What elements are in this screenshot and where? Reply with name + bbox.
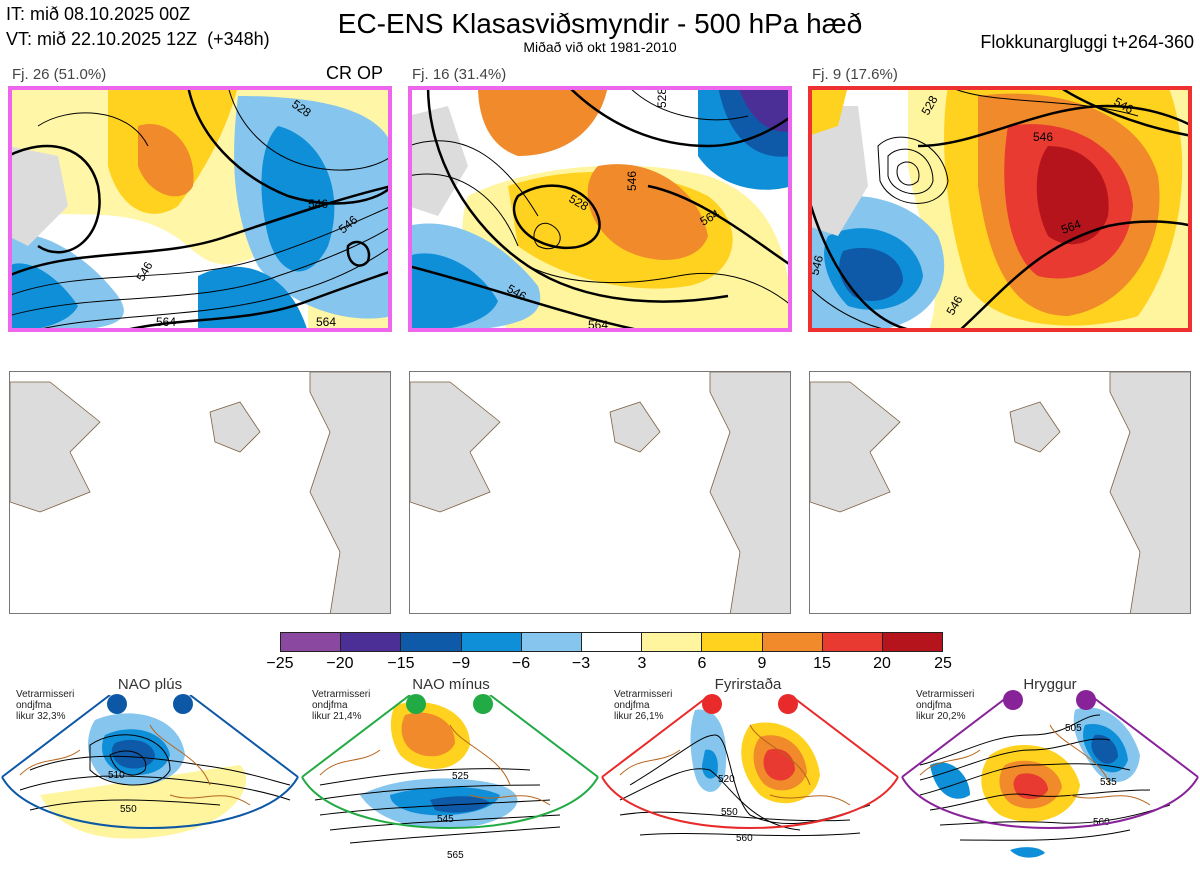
cluster-1-frame	[8, 86, 392, 332]
cluster-2-svg: 528 528 546 546 564 564	[408, 86, 792, 332]
cluster-1-contour-label: 564	[316, 315, 336, 329]
colorbar-tick: −15	[387, 655, 415, 672]
cluster-1-svg: 528 546 546 546 564 564	[8, 86, 392, 332]
regime-3-outline	[601, 694, 899, 829]
colorbar-segment	[461, 633, 522, 651]
chart-title: EC-ENS Klasasviðsmyndir - 500 hPa hæð	[337, 8, 863, 39]
regime-1-contour-label: 550	[120, 804, 137, 815]
colorbar-segment	[762, 633, 823, 651]
colorbar-tick: −6	[511, 655, 531, 672]
regime-map-hryggur: 505 535 560	[900, 694, 1200, 871]
regime-info: Vetrarmisseri ondjfma likur 32,3%	[16, 689, 75, 722]
regime-marker	[1003, 690, 1023, 710]
regime-marker	[778, 694, 798, 714]
colorbar-tick: 6	[697, 655, 707, 672]
regime-map-nao-minus: 525 545 565	[300, 694, 600, 871]
regime-4-contour-label: 560	[1093, 817, 1110, 828]
cluster-2-label: Fj. 16 (31.4%)	[412, 66, 507, 83]
chart-subtitle: Miðað við okt 1981-2010	[523, 39, 677, 55]
regime-info: Vetrarmisseri ondjfma likur 21,4%	[312, 689, 371, 722]
regime-4-outline	[901, 694, 1199, 829]
cluster-1-contour-label: 546	[308, 197, 328, 211]
cluster-3-contour-label: 546	[1033, 130, 1053, 144]
regime-map-fyrirstada: 520 550 560	[600, 694, 900, 871]
cluster-3-contour-label: 564	[1059, 217, 1083, 237]
regime-4-contour-label: 505	[1065, 723, 1082, 734]
regime-3-contour-label: 560	[736, 833, 753, 844]
colorbar-segment	[882, 633, 943, 651]
regime-marker	[107, 694, 127, 714]
initial-time: IT: mið 08.10.2025 00Z	[6, 4, 191, 24]
regime-3-contour-label: 520	[718, 774, 735, 785]
colorbar-tick: −20	[326, 655, 354, 672]
regime-2-contour-label: 525	[452, 771, 469, 782]
regime-title: Hryggur	[1023, 676, 1077, 693]
colorbar-segment	[281, 633, 342, 651]
regime-info: Vetrarmisseri ondjfma likur 26,1%	[614, 689, 673, 722]
colorbar-segment	[581, 633, 643, 651]
regime-2-contour-label: 565	[447, 850, 464, 861]
regime-marker	[473, 694, 493, 714]
cluster-1-map: 528 546 546 546 564 564	[8, 86, 392, 332]
empty-map-1	[9, 371, 391, 614]
cluster-1-pos-core	[138, 124, 194, 197]
valid-time: VT: mið 22.10.2025 12Z (+348h)	[6, 29, 270, 49]
empty-map-3	[809, 371, 1191, 614]
cluster-2-contour-label: 546	[625, 171, 639, 191]
colorbar-segment	[702, 633, 763, 651]
regime-title: NAO plús	[117, 676, 183, 693]
colorbar-segment	[401, 633, 462, 651]
empty-map-2	[409, 371, 791, 614]
cluster-2-contour-label: 528	[655, 88, 669, 108]
colorbar-tick: 15	[813, 655, 831, 672]
regime-3-contour-label: 550	[721, 807, 738, 818]
regime-title: NAO mínus	[412, 676, 490, 693]
colorbar-tick: 3	[637, 655, 647, 672]
colorbar-tick: −9	[451, 655, 471, 672]
cluster-1-contour-label: 564	[156, 315, 176, 329]
colorbar	[280, 632, 943, 652]
cluster-2-map: 528 528 546 546 564 564	[408, 86, 792, 332]
regime-1-outline	[1, 694, 299, 829]
regime-marker	[1076, 690, 1096, 710]
cluster-3-label: Fj. 9 (17.6%)	[812, 66, 898, 83]
regime-2-contour-label: 545	[437, 814, 454, 825]
cluster-3-frame	[808, 86, 1192, 332]
regime-title: Fyrirstaða	[714, 676, 782, 693]
cluster-2-frame	[408, 86, 792, 332]
colorbar-tick: 9	[757, 655, 767, 672]
colorbar-tick: 20	[873, 655, 891, 672]
cluster-3-svg: 528 546 546 564 546 546	[808, 86, 1192, 332]
cluster-2-pos-core	[587, 164, 708, 260]
colorbar-tick: 25	[934, 655, 952, 672]
colorbar-tick: −25	[266, 655, 294, 672]
regime-1-contour-label: 510	[108, 770, 125, 781]
colorbar-segment	[341, 633, 402, 651]
regime-map-nao-plus: 510 550	[0, 694, 300, 871]
cluster-1-label: Fj. 26 (51.0%)	[12, 66, 107, 83]
cluster-3-map: 528 546 546 564 546 546	[808, 86, 1192, 332]
colorbar-segment	[521, 633, 582, 651]
regime-2-outline	[301, 694, 599, 829]
regime-4-contour-label: 535	[1100, 777, 1117, 788]
regime-marker	[406, 694, 426, 714]
regime-marker	[702, 694, 722, 714]
colorbar-segment	[822, 633, 883, 651]
regime-marker	[173, 694, 193, 714]
colorbar-segment	[642, 633, 703, 651]
regime-info: Vetrarmisseri ondjfma likur 20,2%	[916, 689, 975, 722]
classification-window: Flokkunargluggi t+264-360	[980, 32, 1194, 52]
cluster-3-contour-label: 546	[808, 253, 826, 276]
crop-label: CR OP	[326, 63, 384, 83]
colorbar-tick: −3	[571, 655, 591, 672]
